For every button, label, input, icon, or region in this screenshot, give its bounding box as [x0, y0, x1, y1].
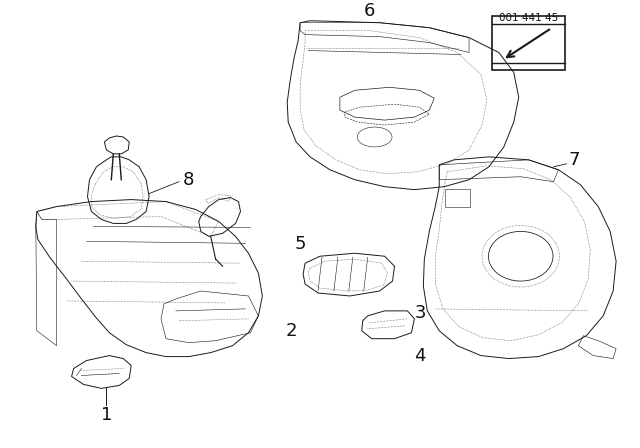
- Text: 7: 7: [568, 151, 580, 169]
- Bar: [492, 16, 565, 69]
- Text: 6: 6: [364, 2, 376, 20]
- Bar: [445, 189, 470, 207]
- Text: 4: 4: [414, 347, 426, 365]
- Text: 5: 5: [294, 235, 306, 253]
- Text: 3: 3: [414, 304, 426, 322]
- Text: 001 441 45: 001 441 45: [499, 13, 558, 23]
- Text: 2: 2: [285, 322, 297, 340]
- Text: 1: 1: [100, 406, 112, 424]
- Text: 8: 8: [183, 171, 195, 189]
